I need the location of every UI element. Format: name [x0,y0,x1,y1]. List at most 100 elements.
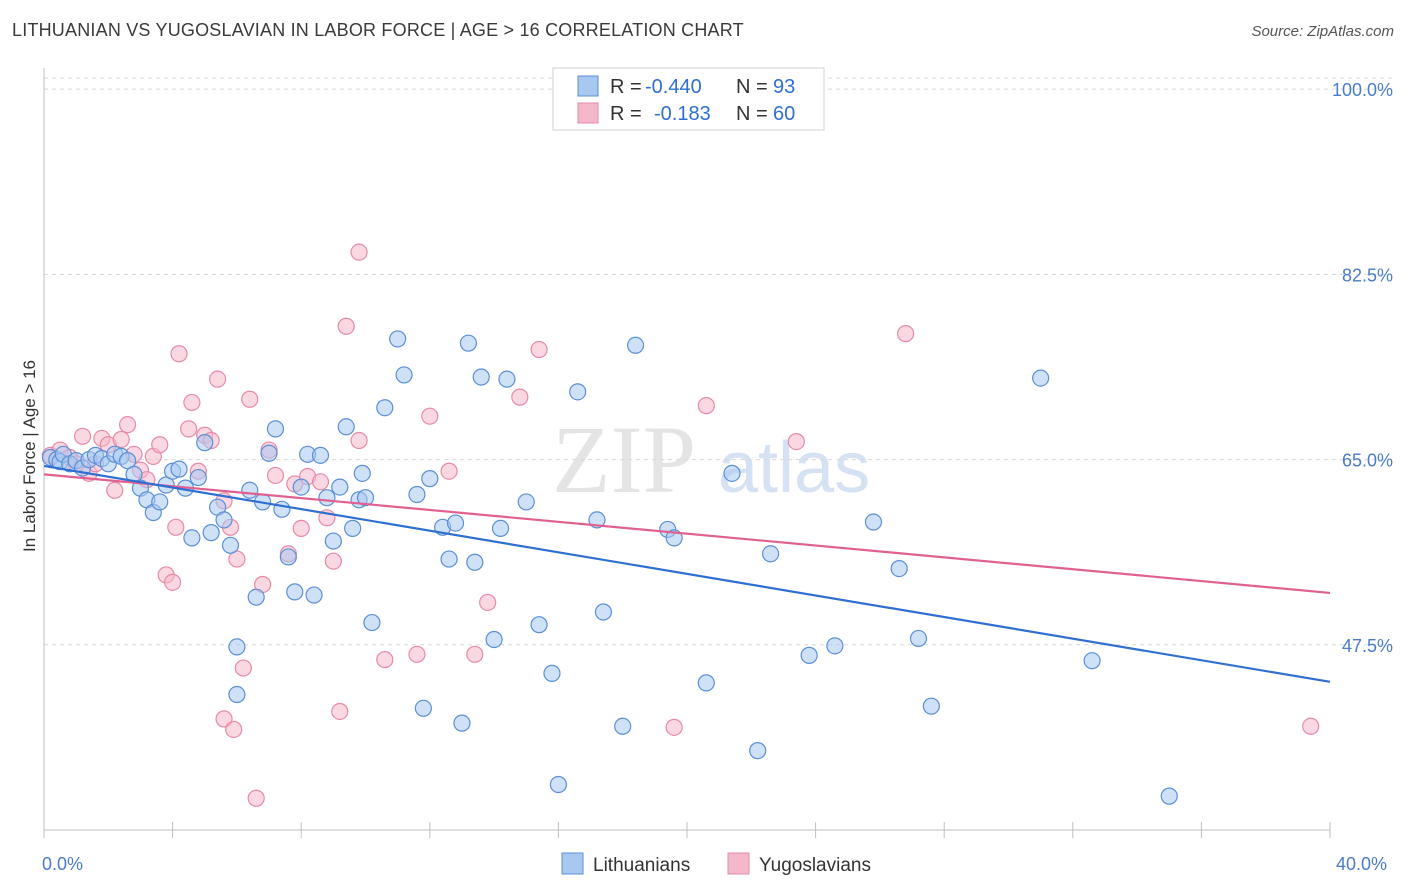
chart-source: Source: ZipAtlas.com [1251,23,1394,40]
trend-line-yugoslavians [43,473,1331,595]
axes [43,68,1330,831]
lithuanians-point [614,717,632,735]
lithuanians-point [273,500,291,518]
trend-line-lithuanians [43,464,1331,683]
yugoslavians-point [1302,717,1320,735]
yugoslavians-point [479,593,497,612]
lithuanians-point [922,697,940,715]
lithuanians-point [395,366,413,384]
lithuanians-point [543,664,561,682]
lithuanians-point [594,603,613,621]
yugoslavians-point [234,659,252,677]
lithuanians-point [228,638,246,656]
yugoslavians-point [112,430,130,449]
yugoslavians-point [118,416,137,434]
lithuanians-point [485,630,503,649]
lithuanians-point [353,464,371,482]
yugoslavians-point [337,317,355,335]
lithuanians-point [491,519,510,537]
lithuanians-point [498,370,516,388]
yugoslavians-point [170,345,188,363]
bottom-legend-swatch-yugoslavians [727,852,750,875]
lithuanians-point [761,545,780,563]
lithuanians-point [241,481,259,499]
yugoslavians-point [241,390,259,408]
lithuanians-point [363,613,381,632]
trend-lines [43,464,1331,683]
lithuanians-point [459,334,477,352]
lithuanians-point [549,775,568,794]
lithuanians-point [318,489,336,507]
legend-n-label-2: N = [736,103,768,125]
yugoslavians-point [530,340,548,359]
lithuanians-point [864,513,883,531]
yugoslavians-point [331,702,349,721]
y-tick-labels: 47.5% 65.0% 82.5% 100.0% [1332,80,1393,656]
bottom-legend-label-lithuanians: Lithuanians [593,855,690,876]
yugoslavians-point [266,466,285,485]
yugoslavians-point [311,473,330,491]
series-yugoslavians [41,243,1320,807]
yugoslavians-point [787,432,805,451]
lithuanians-point [1160,787,1178,805]
bottom-legend-swatch-lithuanians [561,852,584,875]
lithuanians-point [697,674,715,692]
lithuanians-point [626,336,645,354]
lithuanians-point [247,588,265,606]
lithuanians-point [356,489,375,507]
y-tick-label: 82.5% [1342,265,1393,285]
lithuanians-point [749,742,767,760]
lithuanians-point [453,714,471,732]
yugoslavians-point [697,397,715,415]
lithuanians-point [446,514,465,532]
legend-r-label-2: R = [610,103,642,125]
stats-legend: R = -0.440 N = 93 R = -0.183 N = 60 [552,67,825,131]
yugoslavians-point [225,720,243,739]
y-axis-label: In Labor Force | Age > 16 [20,360,39,552]
yugoslavians-point [167,518,185,536]
legend-swatch-lithuanians [577,75,599,97]
lithuanians-point [292,478,310,496]
lithuanians-point [324,532,342,550]
lithuanians-point [414,699,432,717]
lithuanians-point [826,637,844,655]
yugoslavians-point [421,407,439,425]
legend-swatch-yugoslavians [577,102,599,124]
yugoslavians-point [183,393,201,412]
lithuanians-point [151,493,169,511]
lithuanians-point [466,553,484,571]
lithuanians-point [305,586,323,604]
lithuanians-point [723,464,741,482]
yugoslavians-point [665,718,683,736]
lithuanians-point [389,330,407,348]
legend-n-value-2: 60 [773,103,795,125]
y-tick-label: 47.5% [1342,636,1393,656]
lithuanians-point [311,446,330,464]
lithuanians-point [260,444,278,462]
lithuanians-point [569,383,587,401]
yugoslavians-point [106,481,124,499]
x-tick-label-max: 40.0% [1336,854,1387,874]
yugoslavians-point [228,550,246,568]
bottom-legend-label-yugoslavians: Yugoslavians [759,855,871,876]
lithuanians-point [517,493,535,511]
lithuanians-point [472,368,490,386]
legend-n-value-1: 93 [773,76,795,98]
yugoslavians-point [440,462,458,480]
yugoslavians-point [376,651,394,669]
lithuanians-point [408,485,426,504]
yugoslavians-point [247,789,265,807]
yugoslavians-point [215,710,233,728]
yugoslavians-point [350,431,368,450]
lithuanians-point [196,434,214,452]
lithuanians-point [189,468,207,487]
legend-r-value-2: -0.183 [654,103,711,125]
yugoslavians-point [292,519,310,537]
lithuanians-point [228,685,246,704]
series-lithuanians [41,330,1178,805]
series-legend: Lithuanians Yugoslavians [561,852,871,876]
yugoslavians-point [180,420,198,438]
y-tick-label: 100.0% [1332,80,1393,100]
lithuanians-point [530,616,548,634]
